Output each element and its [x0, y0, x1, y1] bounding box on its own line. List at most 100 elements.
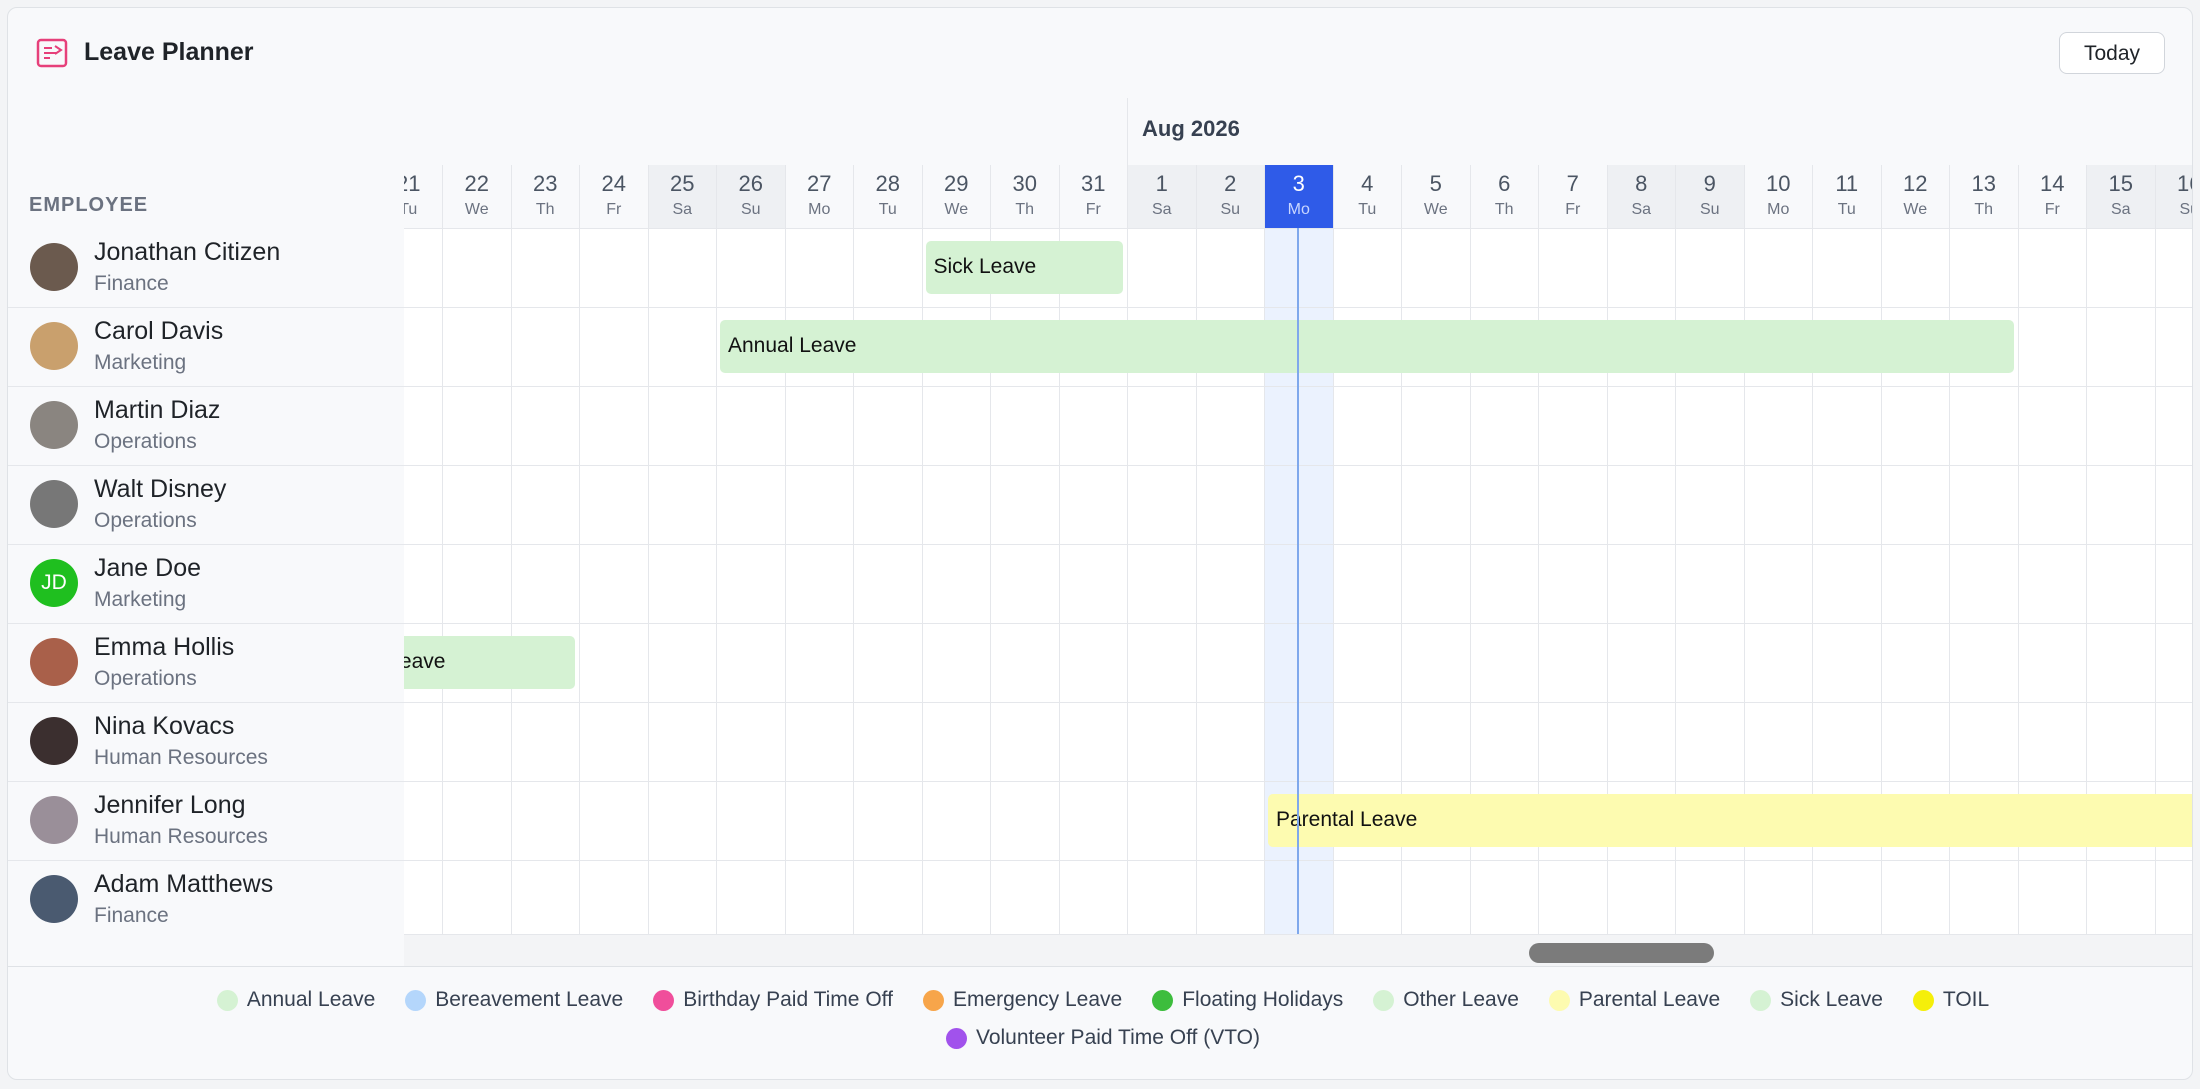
day-header: 28 Tu — [853, 165, 922, 228]
day-header: 26 Su — [716, 165, 785, 228]
day-number: 13 — [1971, 171, 1996, 196]
day-number: 3 — [1292, 171, 1305, 196]
legend-label: Floating Holidays — [1182, 988, 1344, 1011]
scrollbar-thumb[interactable] — [1529, 943, 1714, 963]
legend-label: Bereavement Leave — [435, 988, 624, 1011]
leave-bar[interactable]: Annual Leave — [720, 320, 2014, 373]
day-header: 13 Th — [1949, 165, 2018, 228]
day-number: 9 — [1703, 171, 1716, 196]
weekday: Th — [535, 201, 555, 218]
legend-item: TOIL — [1912, 988, 1990, 1012]
weekday: We — [464, 201, 489, 218]
column-line — [1058, 228, 1128, 934]
day-number: 5 — [1429, 171, 1442, 196]
column-line — [2017, 228, 2087, 934]
legend-dot — [1152, 989, 1174, 1011]
column-line — [1401, 228, 1470, 934]
column-line — [1469, 228, 1539, 934]
legend-label: TOIL — [1942, 988, 1990, 1011]
legend-item: Birthday Paid Time Off — [653, 988, 893, 1012]
legend-dot — [405, 989, 427, 1011]
column-line — [1880, 228, 1950, 934]
weekday: Su — [2179, 201, 2192, 218]
legend-item: Floating Holidays — [1152, 988, 1343, 1012]
legend-item: Sick Leave — [1750, 988, 1883, 1012]
avatar — [30, 243, 78, 291]
avatar — [30, 322, 78, 370]
leave-bar[interactable]: Parental Leave — [1268, 794, 2192, 847]
day-number: 25 — [670, 171, 695, 196]
employee-department: Operations — [94, 667, 197, 690]
day-header: 9 Su — [1675, 165, 1744, 228]
day-number: 16 — [2177, 171, 2192, 196]
legend-label: Annual Leave — [246, 988, 376, 1011]
day-number: 24 — [601, 171, 626, 196]
day-number: 30 — [1012, 171, 1037, 196]
day-number: 14 — [2040, 171, 2065, 196]
legend: Annual Leave Bereavement Leave Birthday Pa… — [108, 988, 2098, 1050]
column-line — [853, 228, 922, 934]
employee-name: Carol Davis — [94, 317, 224, 345]
leave-bar[interactable]: Sick Leave — [925, 241, 1123, 294]
legend-item: Annual Leave — [216, 988, 376, 1012]
day-header: 21 Tu — [404, 165, 442, 228]
avatar — [30, 796, 78, 844]
header-bar — [8, 8, 2192, 99]
row-line — [8, 623, 404, 624]
day-header: 15 Sa — [2086, 165, 2155, 228]
day-number: 2 — [1224, 171, 1237, 196]
leave-bar[interactable]: Annual Leave — [404, 636, 575, 689]
weekday: Sa — [1151, 201, 1172, 218]
weekday: Sa — [672, 201, 693, 218]
employee-department: Human Resources — [94, 746, 268, 769]
legend-label: Emergency Leave — [952, 988, 1123, 1011]
leave-planner-card: Leave Planner Today EMPLOYEE Jonathan Ci… — [7, 7, 2193, 1080]
row-line — [8, 781, 404, 782]
weekday: Tu — [878, 201, 897, 218]
column-line — [1127, 228, 1196, 934]
avatar: JD — [30, 559, 78, 607]
day-number: 31 — [1081, 171, 1106, 196]
column-line — [404, 228, 442, 934]
legend-item: Other Leave — [1373, 988, 1519, 1012]
employee-department: Marketing — [94, 588, 187, 611]
legend-label: Other Leave — [1403, 988, 1519, 1011]
day-header: 6 Th — [1469, 165, 1538, 228]
row-line — [8, 860, 404, 861]
timeline-grid: 21Tu22We23Th24Fr25Sa26Su27Mo28Tu29We30Th… — [404, 98, 2192, 934]
column-line — [1195, 228, 1265, 934]
column-line — [442, 228, 511, 934]
legend-dot — [653, 989, 675, 1011]
day-header: 1 Sa — [1127, 165, 1196, 228]
day-header: 12 We — [1880, 165, 1949, 228]
employee-name: Martin Diaz — [94, 396, 221, 424]
leave-label: Parental Leave — [1276, 808, 1418, 831]
day-number: 8 — [1635, 171, 1648, 196]
weekday: Mo — [1287, 201, 1310, 218]
employee-name: Walt Disney — [94, 475, 227, 503]
day-number: 6 — [1498, 171, 1511, 196]
column-line — [1949, 228, 2018, 934]
day-number: 4 — [1361, 171, 1374, 196]
column-line — [2086, 228, 2155, 934]
today-line — [1297, 228, 1300, 934]
day-header: 4 Tu — [1332, 165, 1401, 228]
employee-name: Jane Doe — [94, 554, 202, 582]
weekday: We — [944, 201, 969, 218]
legend-item: Volunteer Paid Time Off (VTO) — [945, 1026, 1260, 1050]
legend-dot — [216, 989, 238, 1011]
row-line — [8, 307, 404, 308]
weekday: Su — [1699, 201, 1720, 218]
weekday: Fr — [2044, 201, 2060, 218]
weekday: Sa — [2110, 201, 2131, 218]
day-number: 11 — [1835, 171, 1859, 196]
leave-label: Sick Leave — [933, 255, 1037, 278]
day-header: 25 Sa — [647, 165, 716, 228]
legend-label: Sick Leave — [1780, 988, 1883, 1011]
legend-item: Bereavement Leave — [405, 988, 623, 1012]
today-button[interactable]: Today — [2059, 32, 2165, 74]
day-header: 24 Fr — [579, 165, 648, 228]
legend-dot — [945, 1027, 967, 1049]
day-number: 22 — [464, 171, 489, 196]
app-title: Leave Planner — [84, 38, 254, 66]
